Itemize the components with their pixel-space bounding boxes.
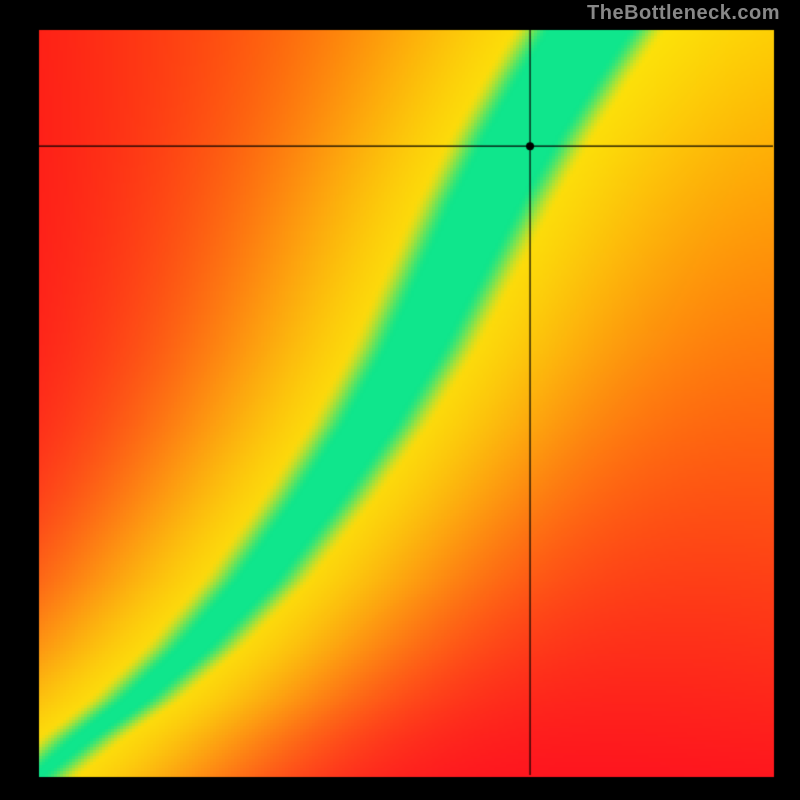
bottleneck-heatmap bbox=[0, 0, 800, 800]
chart-container: TheBottleneck.com bbox=[0, 0, 800, 800]
watermark-text: TheBottleneck.com bbox=[587, 2, 780, 25]
